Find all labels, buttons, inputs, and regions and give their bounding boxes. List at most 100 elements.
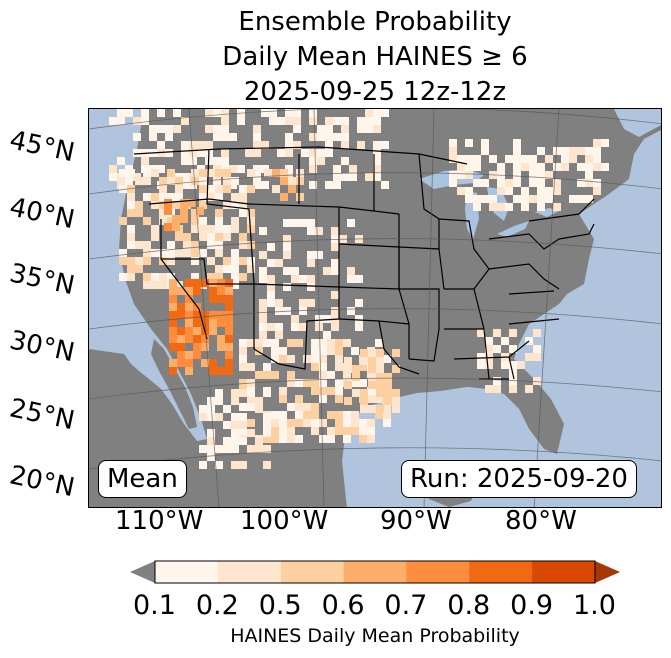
probability-cell (223, 169, 231, 177)
lat-label-45: 45°N (6, 125, 78, 169)
probability-cell (165, 125, 173, 133)
probability-cell (485, 385, 493, 393)
probability-cell (269, 109, 277, 117)
probability-cell (561, 155, 569, 163)
probability-cell (185, 295, 193, 303)
probability-cell (185, 359, 193, 367)
probability-cell (231, 421, 239, 429)
probability-cell (365, 117, 373, 125)
probability-cell (127, 169, 135, 177)
probability-cell (569, 155, 577, 163)
probability-cell (164, 223, 172, 231)
probability-cell (287, 355, 295, 363)
probability-cell (343, 419, 351, 427)
probability-cell (133, 133, 141, 141)
colorbar-tick-label: 0.8 (447, 590, 491, 621)
probability-cell (509, 385, 517, 393)
probability-cell (180, 199, 188, 207)
probability-cell (497, 179, 505, 187)
probability-cell (311, 339, 319, 347)
probability-cell (493, 329, 501, 337)
colorbar-tick-label: 0.7 (384, 590, 428, 621)
probability-cell (189, 149, 197, 157)
probability-cell (521, 195, 529, 203)
probability-cell (151, 233, 159, 241)
probability-cell (267, 323, 275, 331)
probability-cell (317, 133, 325, 141)
probability-cell (231, 281, 239, 289)
probability-cell (307, 299, 315, 307)
probability-cell (335, 339, 343, 347)
probability-cell (367, 395, 375, 403)
probability-cell (384, 381, 392, 389)
probability-cell (365, 109, 373, 117)
probability-cell (392, 389, 400, 397)
probability-cell (545, 171, 553, 179)
probability-cell (477, 353, 485, 361)
probability-cell (247, 257, 255, 265)
probability-cell (223, 233, 231, 241)
probability-cell (159, 281, 167, 289)
probability-cell (319, 379, 327, 387)
probability-cell (215, 217, 223, 225)
probability-cell (119, 169, 127, 177)
probability-cell (327, 347, 335, 355)
probability-cell (537, 203, 545, 211)
probability-cell (513, 147, 521, 155)
probability-cell (347, 275, 355, 283)
probability-cell (167, 257, 175, 265)
probability-cell (269, 117, 277, 125)
probability-cell (279, 347, 287, 355)
colorbar-tick-label: 0.9 (510, 590, 554, 621)
probability-cell (287, 371, 295, 379)
probability-cell (344, 397, 352, 405)
probability-cell (173, 109, 181, 117)
probability-cell (529, 195, 537, 203)
probability-cell (457, 155, 465, 163)
probability-cell (525, 353, 533, 361)
probability-cell (299, 219, 307, 227)
probability-cell (185, 351, 193, 359)
probability-cell (221, 157, 229, 165)
probability-cell (335, 355, 343, 363)
probability-cell (383, 419, 391, 427)
probability-cell (545, 187, 553, 195)
probability-cell (593, 139, 601, 147)
probability-cell (271, 411, 279, 419)
probability-cell (291, 323, 299, 331)
probability-cell (209, 319, 217, 327)
probability-cell (376, 373, 384, 381)
probability-cell (169, 295, 177, 303)
probability-cell (267, 299, 275, 307)
probability-cell (239, 461, 247, 469)
probability-cell (169, 335, 177, 343)
probability-cell (169, 319, 177, 327)
probability-cell (231, 225, 239, 233)
probability-cell (247, 209, 255, 217)
probability-cell (199, 233, 207, 241)
pacific-ocean (89, 109, 207, 441)
probability-cell (465, 171, 473, 179)
probability-cell (215, 445, 223, 453)
probability-cell (577, 163, 585, 171)
probability-cell (497, 163, 505, 171)
probability-cell (344, 365, 352, 373)
probability-cell (119, 273, 127, 281)
probability-cell (299, 299, 307, 307)
probability-cell (553, 163, 561, 171)
probability-cell (319, 339, 327, 347)
probability-cell (509, 345, 517, 353)
probability-cell (189, 141, 197, 149)
probability-cell (553, 203, 561, 211)
probability-cell (239, 201, 247, 209)
probability-cell (553, 147, 561, 155)
probability-cell (279, 411, 287, 419)
probability-cell (271, 339, 279, 347)
probability-cell (327, 371, 335, 379)
probability-cell (247, 403, 255, 411)
probability-cell (193, 287, 201, 295)
probability-cell (343, 339, 351, 347)
probability-cell (165, 149, 173, 157)
probability-cell (247, 265, 255, 273)
probability-cell (239, 413, 247, 421)
